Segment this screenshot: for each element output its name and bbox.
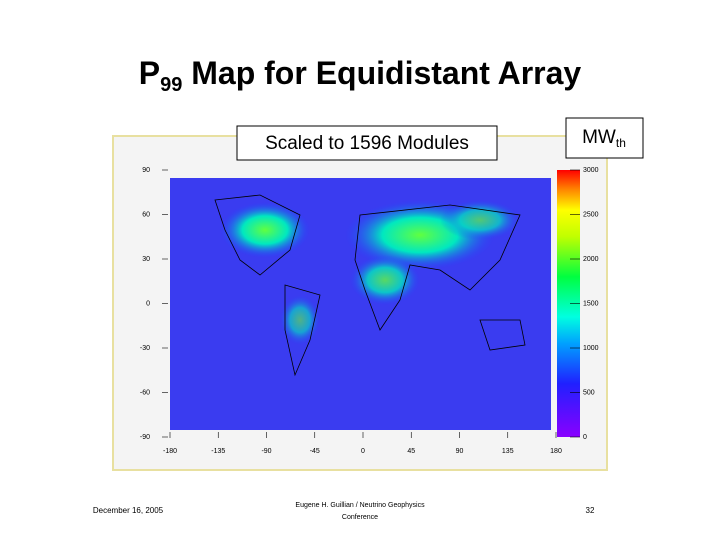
footer-date: December 16, 2005 bbox=[93, 506, 164, 515]
axis-ticks: 90 60 30 0 -30 -60 -90 -180 -135 -90 -45 0 45 90 135 18… bbox=[140, 167, 599, 455]
colorbar-tick-label: 1500 bbox=[583, 300, 599, 307]
colorbar-tick-label: 2500 bbox=[583, 211, 599, 218]
slide-title: P99 Map for Equidistant Array bbox=[139, 55, 582, 96]
colorbar-tick-label: 0 bbox=[583, 434, 587, 441]
unit-label: MWth bbox=[582, 127, 626, 150]
x-tick-label: -90 bbox=[261, 448, 271, 455]
y-tick-label: 30 bbox=[142, 256, 150, 263]
y-tick-label: -90 bbox=[140, 434, 150, 441]
colorbar-tick-label: 500 bbox=[583, 389, 595, 396]
colorbar bbox=[557, 170, 580, 437]
x-tick-label: 180 bbox=[550, 448, 562, 455]
unit-box bbox=[565, 117, 644, 159]
colorbar-tick-label: 2000 bbox=[583, 256, 599, 263]
footer-author: Eugene H. Guillian / Neutrino Geophysics bbox=[295, 502, 425, 509]
x-tick-label: 45 bbox=[407, 448, 415, 455]
x-tick-label: -135 bbox=[211, 448, 225, 455]
x-tick-label: 90 bbox=[456, 448, 464, 455]
note-box bbox=[236, 125, 498, 161]
y-tick-label: 60 bbox=[142, 211, 150, 218]
footer-page: 32 bbox=[586, 506, 595, 515]
y-tick-label: 0 bbox=[146, 300, 150, 307]
x-tick-label: 135 bbox=[502, 448, 514, 455]
y-tick-label: -30 bbox=[140, 345, 150, 352]
colorbar-tick-label: 1000 bbox=[583, 345, 599, 352]
footer-author: Conference bbox=[342, 514, 378, 521]
colorbar-tick-label: 3000 bbox=[583, 167, 599, 174]
map-blobs bbox=[214, 194, 526, 377]
x-tick-label: 0 bbox=[361, 448, 365, 455]
note: Scaled to 1596 Modules bbox=[265, 133, 469, 154]
x-tick-label: -180 bbox=[163, 448, 177, 455]
x-tick-label: -45 bbox=[310, 448, 320, 455]
y-tick-label: -60 bbox=[140, 389, 150, 396]
y-tick-label: 90 bbox=[142, 167, 150, 174]
